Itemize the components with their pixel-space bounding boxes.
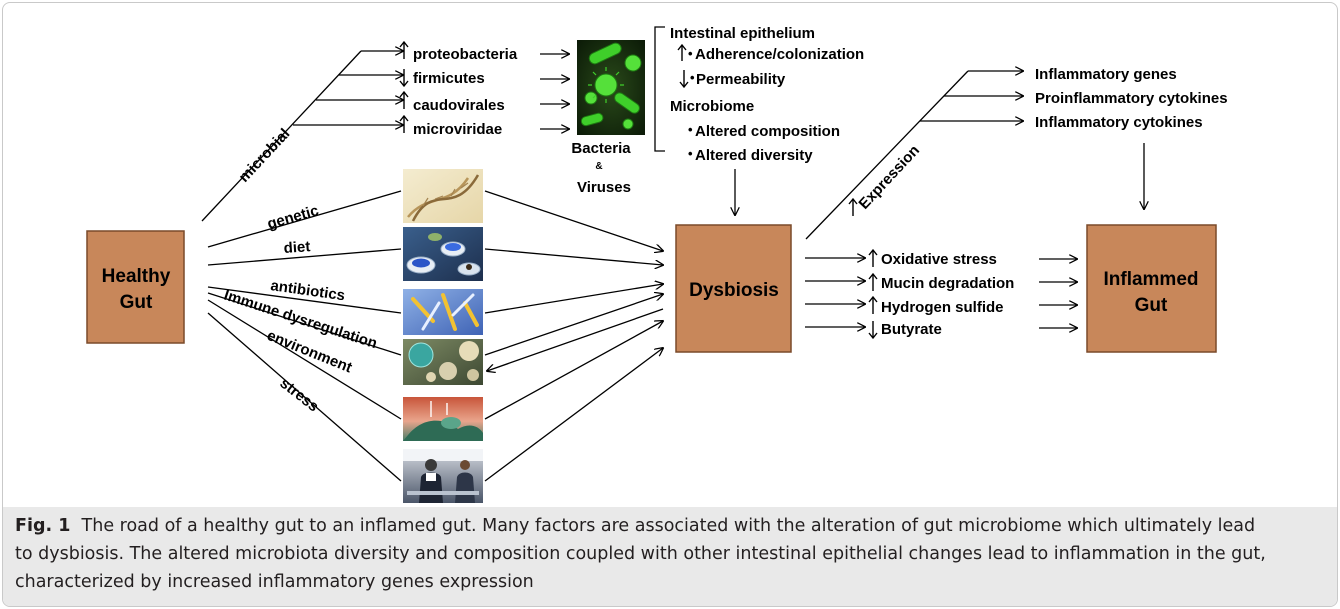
healthy-gut-label-1: Healthy <box>102 266 171 287</box>
outcome-item: Mucin degradation <box>881 275 1014 292</box>
outcome-arrows-right <box>1039 259 1077 328</box>
bullet-icon: • <box>690 70 695 85</box>
expression-item: Inflammatory cytokines <box>1035 114 1203 131</box>
outcome-item: Hydrogen sulfide <box>881 299 1004 316</box>
outcome-item: Oxidative stress <box>881 251 997 268</box>
expression-branch <box>805 71 1023 240</box>
effects-list: Intestinal epithelium • Adherence/coloni… <box>670 25 864 164</box>
microbe-list: proteobacteria firmicutes caudovirales m… <box>399 40 518 138</box>
inflamed-gut-label-2: Gut <box>1135 295 1168 316</box>
expression-item: Inflammatory genes <box>1035 66 1177 83</box>
down-arrow-icon <box>679 70 689 89</box>
permeability-item: Permeability <box>696 71 786 88</box>
inflamed-gut-label-1: Inflammed <box>1103 269 1198 290</box>
caption-line-3: characterized by increased inflammatory … <box>15 572 534 592</box>
diversity-item: Altered diversity <box>695 147 813 164</box>
stress-image <box>403 449 483 503</box>
viruses-label: Viruses <box>577 179 631 196</box>
caption-line-1: Fig. 1 The road of a healthy gut to an i… <box>15 516 1255 536</box>
down-arrow-icon <box>399 69 409 88</box>
microbial-branch <box>201 51 403 222</box>
up-arrow-icon <box>399 114 409 133</box>
epithelium-title: Intestinal epithelium <box>670 25 815 42</box>
inflamed-gut-node: Inflammed Gut <box>1086 224 1217 353</box>
expression-item: Proinflammatory cytokines <box>1035 90 1228 107</box>
factor-microbial-label: microbial <box>235 125 293 185</box>
dna-image <box>403 169 483 223</box>
microbiome-title: Microbiome <box>670 98 754 115</box>
microbe-item: proteobacteria <box>413 46 518 63</box>
caption-line-2: to dysbiosis. The altered microbiota div… <box>15 544 1266 564</box>
up-arrow-icon <box>868 248 878 267</box>
healthy-gut-node: Healthy Gut <box>86 230 185 344</box>
microbe-item: firmicutes <box>413 70 485 87</box>
bullet-icon: • <box>688 122 693 137</box>
microbe-item: caudovirales <box>413 97 505 114</box>
up-arrow-icon <box>848 197 858 216</box>
diet-image <box>403 227 483 281</box>
antibiotics-image <box>403 289 483 335</box>
composition-item: Altered composition <box>695 123 840 140</box>
pathway-diagram: Healthy Gut microbial proteobacteria fir… <box>86 25 1228 503</box>
effects-bracket <box>654 26 665 152</box>
factor-stress-label: stress <box>277 375 322 416</box>
figure-caption: Fig. 1 The road of a healthy gut to an i… <box>3 507 1337 606</box>
up-arrow-icon <box>399 40 409 59</box>
dysbiosis-node: Dysbiosis <box>675 224 792 353</box>
up-arrow-icon <box>399 90 409 109</box>
environment-image <box>403 397 483 441</box>
bacteria-label: Bacteria <box>571 140 631 157</box>
immune-cells-image <box>403 339 483 385</box>
adherence-item: Adherence/colonization <box>695 46 864 63</box>
outcome-list: Oxidative stress Mucin degradation Hydro… <box>868 248 1014 340</box>
image-to-dysbiosis-arrows <box>484 190 663 482</box>
microbe-to-image-arrows <box>540 54 569 129</box>
outcome-item: Butyrate <box>881 321 942 338</box>
caption-text-1: The road of a healthy gut to an inflamed… <box>81 516 1256 536</box>
up-arrow-icon <box>868 272 878 291</box>
bullet-icon: • <box>688 46 693 61</box>
outcome-arrows-left <box>805 258 865 327</box>
caption-label: Fig. 1 <box>15 516 71 536</box>
up-arrow-icon <box>677 43 687 61</box>
ampersand-label: & <box>595 161 602 172</box>
dysbiosis-label: Dysbiosis <box>689 280 779 301</box>
healthy-gut-label-2: Gut <box>120 292 153 313</box>
up-arrow-icon <box>868 295 878 314</box>
factor-lines <box>207 190 402 482</box>
down-arrow-icon <box>868 321 878 340</box>
microbe-item: microviridae <box>413 121 502 138</box>
expression-list: Inflammatory genes Proinflammatory cytok… <box>1035 66 1228 131</box>
bullet-icon: • <box>688 146 693 161</box>
factor-diet-label: diet <box>283 238 311 257</box>
factor-genetic-label: genetic <box>265 202 320 233</box>
bacteria-virus-image <box>577 40 645 135</box>
